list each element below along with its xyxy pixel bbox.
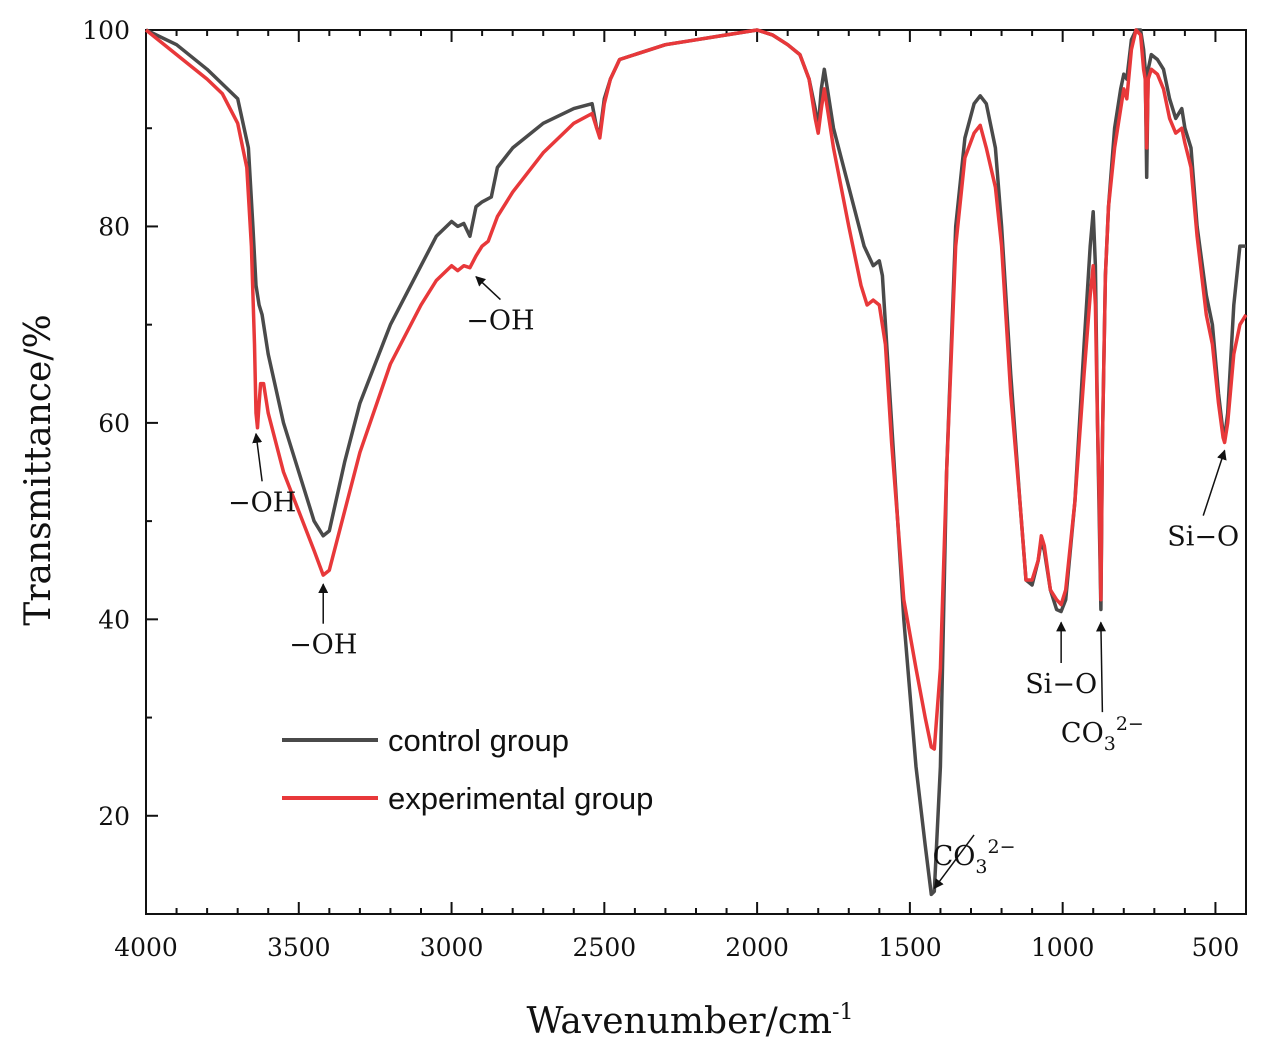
y-tick-label: 60 <box>98 409 130 438</box>
annotation-arrow <box>933 834 975 890</box>
annotation-label: Si−O <box>1167 522 1239 553</box>
x-tick-label: 2000 <box>725 933 789 962</box>
legend: control group experimental group <box>282 723 653 816</box>
annotation-label: CO32− <box>933 836 1016 878</box>
x-tick-label: 3500 <box>267 933 331 962</box>
series-line-experimental <box>144 28 1248 751</box>
x-axis-title: Wavenumber/cm-1 <box>527 1000 854 1042</box>
plot-frame <box>145 29 1247 915</box>
annotation-label: Si−O <box>1025 669 1097 700</box>
y-axis-title: Transmittance/% <box>18 314 59 625</box>
annotation-arrow <box>1202 449 1227 516</box>
series-line-control <box>145 28 1246 897</box>
y-tick-label: 20 <box>98 802 130 831</box>
plot-area: 4000 3500 3000 2500 2000 1500 1000 500 20 40 60 80 1… <box>82 16 1248 962</box>
annotation-arrow <box>475 275 501 301</box>
x-axis-title-main: Wavenumber/cm <box>527 1001 832 1042</box>
x-axis-title-superscript: -1 <box>832 1000 853 1025</box>
annotation-label: −OH <box>289 630 357 661</box>
y-tick-label: 100 <box>82 16 130 45</box>
legend-label: experimental group <box>388 781 653 816</box>
annotation-label: −OH <box>466 306 534 337</box>
legend-label: control group <box>388 723 569 758</box>
x-tick-label: 3000 <box>420 933 484 962</box>
x-tick-label: 4000 <box>114 933 178 962</box>
y-tick-label: 80 <box>98 212 130 241</box>
x-tick-label: 1500 <box>878 933 942 962</box>
annotation-label: −OH <box>228 487 296 518</box>
y-axis-title-text: Transmittance/% <box>18 314 59 625</box>
x-tick-label: 2500 <box>573 933 637 962</box>
x-tick-label: 500 <box>1192 933 1240 962</box>
y-tick-label: 40 <box>98 605 130 634</box>
annotation-arrow <box>1096 621 1107 713</box>
annotation-label: CO32− <box>1061 713 1144 755</box>
annotation-arrow <box>252 432 263 482</box>
x-tick-label: 1000 <box>1031 933 1095 962</box>
